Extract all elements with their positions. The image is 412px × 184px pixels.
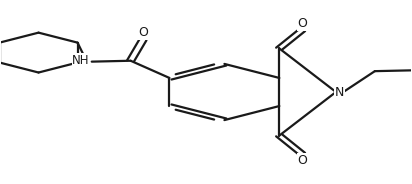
Text: N: N bbox=[335, 86, 344, 98]
Text: NH: NH bbox=[72, 54, 90, 67]
Text: O: O bbox=[138, 26, 148, 39]
Text: O: O bbox=[298, 154, 308, 167]
Text: O: O bbox=[298, 17, 308, 30]
